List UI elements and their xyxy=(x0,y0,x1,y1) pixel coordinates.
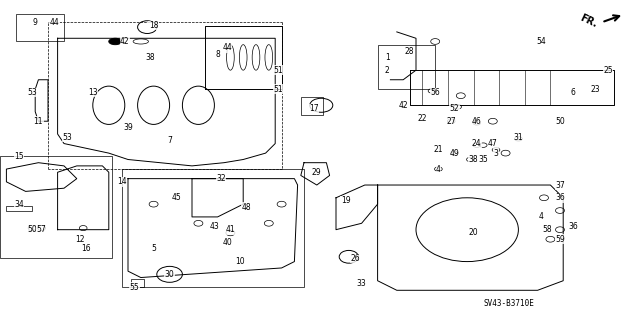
Text: 40: 40 xyxy=(222,238,232,247)
Text: 47: 47 xyxy=(488,139,498,148)
Text: 22: 22 xyxy=(418,114,427,122)
Text: 9: 9 xyxy=(33,18,38,27)
Text: 51: 51 xyxy=(273,66,284,75)
Text: 30: 30 xyxy=(164,270,175,279)
Text: 44: 44 xyxy=(222,43,232,52)
Bar xyxy=(16,14,64,41)
Text: 19: 19 xyxy=(340,197,351,205)
Text: 16: 16 xyxy=(81,244,92,253)
Text: 51: 51 xyxy=(273,85,284,94)
Text: 18: 18 xyxy=(149,21,158,30)
Text: 32: 32 xyxy=(216,174,226,183)
Text: 15: 15 xyxy=(14,152,24,161)
Text: SV43-B3710E: SV43-B3710E xyxy=(483,299,534,308)
Text: 54: 54 xyxy=(536,37,546,46)
Text: 17: 17 xyxy=(308,104,319,113)
Text: 42: 42 xyxy=(398,101,408,110)
Text: 50: 50 xyxy=(555,117,565,126)
Text: 50: 50 xyxy=(27,225,37,234)
Text: 48: 48 xyxy=(241,203,252,212)
Text: 14: 14 xyxy=(116,177,127,186)
Text: 27: 27 xyxy=(446,117,456,126)
Text: 39: 39 xyxy=(123,123,133,132)
Text: 4: 4 xyxy=(538,212,543,221)
Text: 23: 23 xyxy=(590,85,600,94)
Bar xyxy=(122,169,304,287)
Text: 20: 20 xyxy=(468,228,479,237)
Text: 6: 6 xyxy=(570,88,575,97)
Text: 13: 13 xyxy=(88,88,98,97)
Bar xyxy=(131,279,144,287)
Bar xyxy=(301,97,323,115)
Text: 8: 8 xyxy=(215,50,220,59)
Text: 7: 7 xyxy=(167,136,172,145)
Text: 26: 26 xyxy=(350,254,360,263)
Text: 2: 2 xyxy=(385,66,390,75)
Text: 36: 36 xyxy=(555,193,565,202)
Text: 43: 43 xyxy=(209,222,220,231)
Text: 11: 11 xyxy=(34,117,43,126)
Text: 58: 58 xyxy=(542,225,552,234)
Text: 1: 1 xyxy=(385,53,390,62)
Text: 29: 29 xyxy=(312,168,322,177)
Text: 53: 53 xyxy=(62,133,72,142)
Text: 38: 38 xyxy=(468,155,479,164)
Text: 56: 56 xyxy=(430,88,440,97)
Bar xyxy=(0,156,112,258)
Text: 36: 36 xyxy=(568,222,578,231)
Text: 38: 38 xyxy=(145,53,156,62)
Text: 46: 46 xyxy=(472,117,482,126)
Text: 44: 44 xyxy=(49,18,60,27)
Text: 25: 25 xyxy=(603,66,613,75)
Text: 49: 49 xyxy=(449,149,460,158)
Text: 5: 5 xyxy=(151,244,156,253)
Text: 37: 37 xyxy=(555,181,565,189)
Text: 34: 34 xyxy=(14,200,24,209)
Text: 31: 31 xyxy=(513,133,524,142)
Text: 52: 52 xyxy=(449,104,460,113)
Text: 57: 57 xyxy=(36,225,47,234)
Text: 21: 21 xyxy=(434,145,443,154)
Text: 24: 24 xyxy=(472,139,482,148)
Bar xyxy=(378,45,435,89)
Text: 10: 10 xyxy=(235,257,245,266)
Text: FR.: FR. xyxy=(578,12,598,29)
Text: 55: 55 xyxy=(129,283,140,292)
Text: 59: 59 xyxy=(555,235,565,244)
Text: 12: 12 xyxy=(76,235,84,244)
Text: 33: 33 xyxy=(356,279,367,288)
Text: 35: 35 xyxy=(478,155,488,164)
Text: 42: 42 xyxy=(120,37,130,46)
Text: 41: 41 xyxy=(225,225,236,234)
Text: 53: 53 xyxy=(27,88,37,97)
Text: 3: 3 xyxy=(493,149,499,158)
Bar xyxy=(6,206,32,211)
Text: 28: 28 xyxy=(405,47,414,56)
Text: 45: 45 xyxy=(171,193,181,202)
Text: 4: 4 xyxy=(436,165,441,174)
Ellipse shape xyxy=(109,38,122,45)
